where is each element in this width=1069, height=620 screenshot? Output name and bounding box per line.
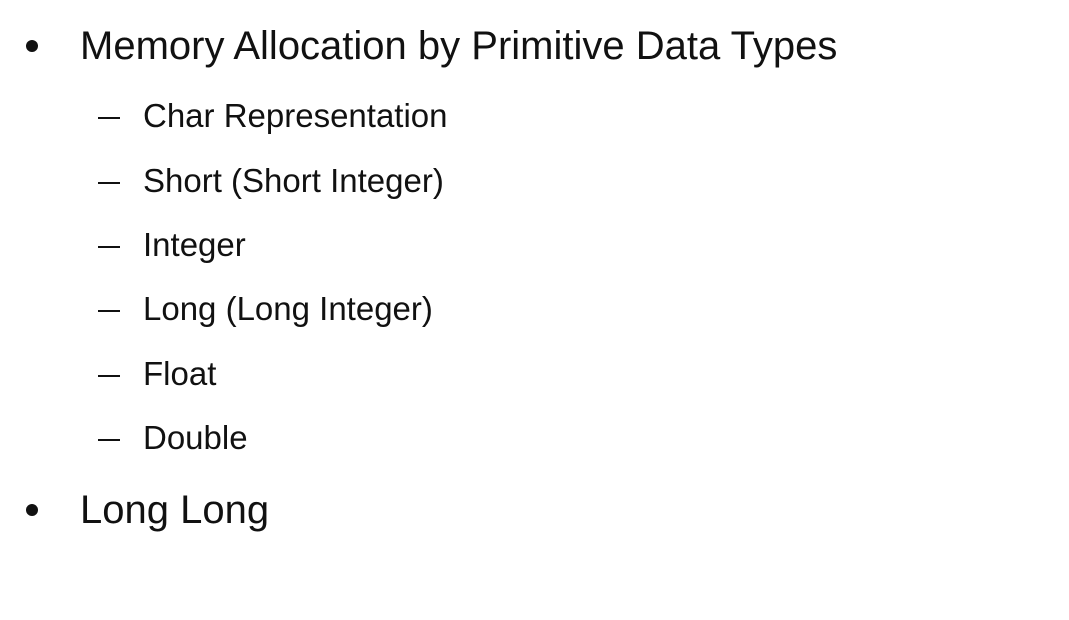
sub-bullet-text: Float — [143, 355, 217, 392]
dash-icon — [98, 246, 120, 248]
dash-icon — [98, 117, 120, 119]
bullet-item-memory-allocation: Memory Allocation by Primitive Data Type… — [0, 22, 1069, 82]
bullet-dot-icon — [26, 40, 38, 52]
sub-bullet-item: Double — [0, 418, 1069, 462]
sub-bullet-text: Char Representation — [143, 97, 448, 134]
sub-bullet-text: Long (Long Integer) — [143, 290, 433, 327]
sub-bullet-text: Integer — [143, 226, 246, 263]
sub-bullet-item: Integer — [0, 225, 1069, 269]
dash-icon — [98, 310, 120, 312]
bullet-dot-icon — [26, 504, 38, 516]
sub-bullet-text: Double — [143, 419, 248, 456]
bullet-item-long-long: Long Long — [0, 486, 1069, 546]
bullet-text: Memory Allocation by Primitive Data Type… — [80, 24, 838, 68]
dash-icon — [98, 439, 120, 441]
bullet-text: Long Long — [80, 488, 270, 532]
sub-bullet-item: Float — [0, 354, 1069, 398]
sub-bullet-text: Short (Short Integer) — [143, 162, 444, 199]
dash-icon — [98, 375, 120, 377]
dash-icon — [98, 182, 120, 184]
sub-bullet-item: Short (Short Integer) — [0, 161, 1069, 205]
sub-bullet-item: Char Representation — [0, 96, 1069, 140]
sub-bullet-item: Long (Long Integer) — [0, 289, 1069, 333]
